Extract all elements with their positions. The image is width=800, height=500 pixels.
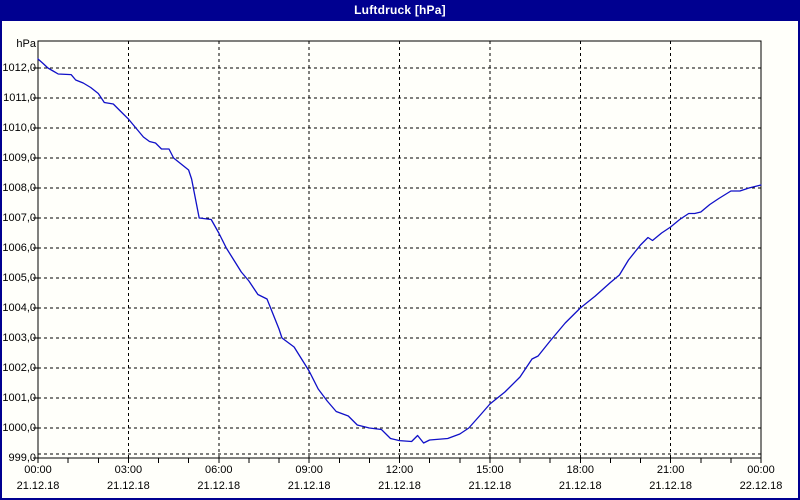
pressure-line	[37, 58, 762, 444]
x-axis-date-label: 21.12.18	[16, 480, 60, 492]
y-axis-label: 1012,0	[2, 62, 36, 74]
y-axis-label: 1008,0	[2, 182, 36, 194]
y-axis-label: 1010,0	[2, 122, 36, 134]
x-axis-date-label: 21.12.18	[287, 480, 331, 492]
x-axis-time-label: 18:00	[566, 464, 595, 476]
x-axis-date-label: 22.12.18	[739, 480, 783, 492]
x-axis-time-label: 00:00	[24, 464, 52, 476]
y-axis-label: 1006,0	[2, 242, 36, 254]
y-axis-label: 1004,0	[2, 302, 36, 314]
window-title: Luftdruck [hPa]	[354, 3, 446, 17]
y-axis-label: 999,0	[8, 452, 36, 464]
y-axis-label: 1001,0	[2, 392, 36, 404]
y-axis-label: 1000,0	[2, 422, 36, 434]
y-axis-label: 1002,0	[2, 362, 36, 374]
x-axis-time-label: 06:00	[204, 464, 233, 476]
x-axis-time-label: 03:00	[114, 464, 143, 476]
x-axis-time-label: 15:00	[476, 464, 504, 476]
window-titlebar: Luftdruck [hPa]	[0, 0, 800, 21]
x-axis-date-label: 21.12.18	[649, 480, 693, 492]
y-axis-label: 1011,0	[3, 92, 36, 104]
y-axis-label: 1003,0	[2, 332, 36, 344]
x-axis-time-label: 21:00	[656, 464, 685, 476]
y-axis-label: 1007,0	[2, 212, 36, 224]
y-axis-unit-label: hPa	[16, 38, 36, 50]
x-axis-date-label: 21.12.18	[468, 480, 512, 492]
x-axis-date-label: 21.12.18	[378, 480, 421, 492]
x-axis-date-label: 21.12.18	[197, 480, 241, 492]
x-axis-time-label: 12:00	[385, 464, 414, 476]
x-axis-date-label: 21.12.18	[106, 480, 150, 492]
x-axis-date-label: 21.12.18	[558, 480, 602, 492]
x-axis-time-label: 00:00	[747, 464, 775, 476]
y-axis-label: 1005,0	[2, 272, 36, 284]
y-axis-label: 1009,0	[2, 152, 36, 164]
x-axis-time-label: 09:00	[295, 464, 323, 476]
